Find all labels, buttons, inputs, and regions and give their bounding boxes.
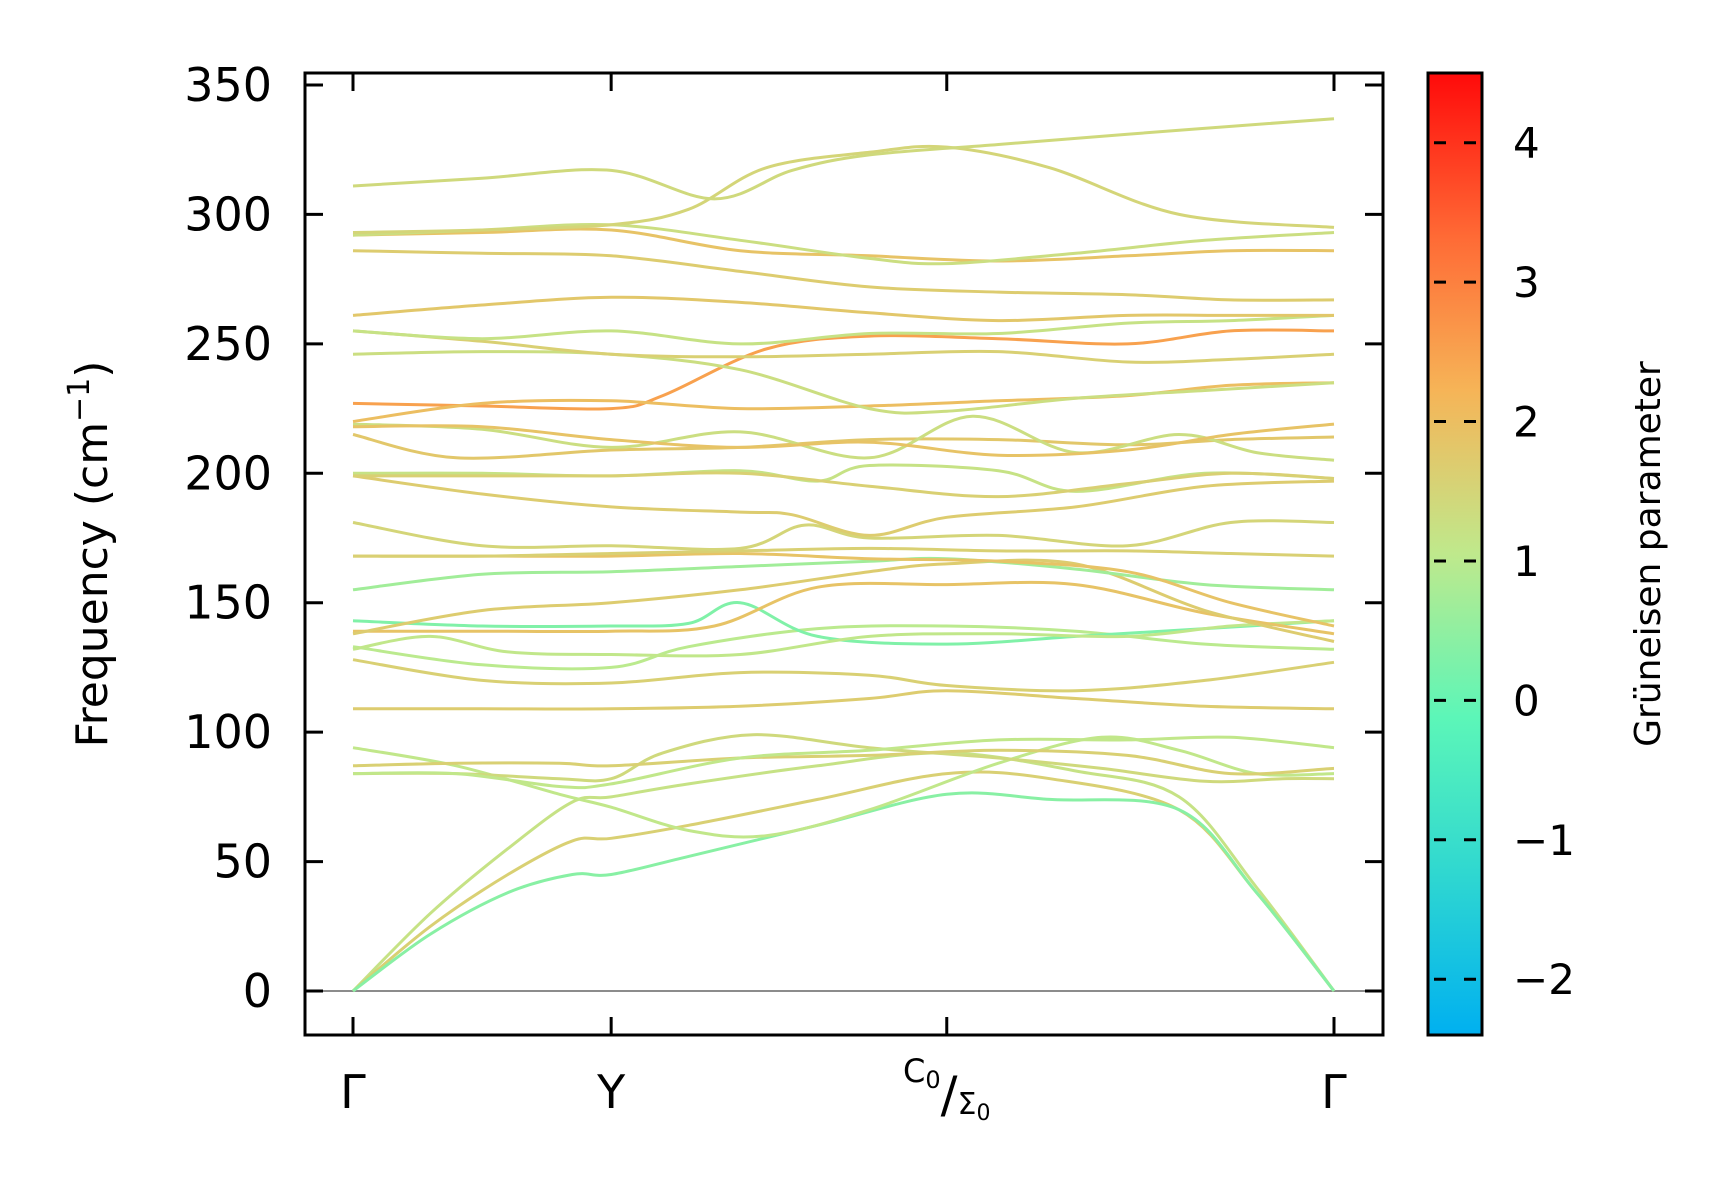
colorbar-frame xyxy=(1426,71,1484,1037)
colorbar-tick-label: 2 xyxy=(1513,398,1540,447)
phonon-band-21 xyxy=(352,471,1335,499)
colorbar-tick-label: 1 xyxy=(1513,537,1540,586)
y-tick-label: 350 xyxy=(184,58,272,112)
phonon-bands xyxy=(351,117,1336,993)
phonon-band-26 xyxy=(352,381,1335,423)
phonon-band-14 xyxy=(352,558,1335,643)
phonon-band-16 xyxy=(353,551,1335,628)
x-tick-label: Γ xyxy=(340,1065,366,1119)
y-tick-label: 150 xyxy=(184,576,272,630)
colorbar: −2 −1 0 1 2 3 4 Grüneisen parameter xyxy=(1426,71,1669,1037)
y-tick-label: 100 xyxy=(184,705,272,759)
phonon-band-11 xyxy=(352,601,1335,646)
phonon-band-25 xyxy=(352,328,1335,411)
phonon-band-27 xyxy=(352,350,1335,415)
x-tick-label: Y xyxy=(596,1065,626,1119)
phonon-band-12 xyxy=(352,619,1335,658)
y-tick-label: 200 xyxy=(184,446,272,500)
colorbar-tick-label: −1 xyxy=(1513,816,1575,865)
plot-area: 0 50 100 150 200 250 300 350 Γ Y C0/Σ0 Γ Frequency… xyxy=(62,58,1385,1126)
phonon-band-13 xyxy=(353,580,1335,636)
x-axis-ticks: Γ Y C0/Σ0 Γ xyxy=(340,73,1347,1126)
phonon-band-17 xyxy=(352,546,1335,558)
phonon-band-31 xyxy=(352,249,1335,302)
colorbar-title: Grüneisen parameter xyxy=(1628,361,1669,747)
phonon-band-18 xyxy=(352,519,1335,551)
plot-frame xyxy=(303,71,1385,1037)
y-tick-label: 50 xyxy=(213,835,272,889)
y-axis-ticks: 0 50 100 150 200 250 300 350 xyxy=(184,58,1383,1018)
phonon-band-1 xyxy=(351,751,1336,993)
y-tick-label: 300 xyxy=(184,187,272,241)
colorbar-tick-label: 0 xyxy=(1513,676,1540,725)
phonon-band-2 xyxy=(352,770,1336,993)
phonon-band-3 xyxy=(352,791,1336,993)
x-tick-label: C0/Σ0 xyxy=(903,1052,990,1126)
phonon-band-7 xyxy=(352,735,1335,790)
phonon-band-5 xyxy=(352,733,1335,784)
y-tick-label: 250 xyxy=(184,317,272,371)
phonon-band-23 xyxy=(352,414,1335,462)
x-tick-label: Γ xyxy=(1321,1065,1347,1119)
colorbar-gradient xyxy=(1428,73,1482,1035)
phonon-band-28 xyxy=(352,329,1335,364)
phonon-band-35 xyxy=(352,117,1335,201)
y-axis-unit-superscript: −1 xyxy=(62,378,97,422)
phonon-band-29 xyxy=(352,313,1335,346)
y-tick-label: 0 xyxy=(243,964,272,1018)
phonon-band-9 xyxy=(352,658,1335,693)
phonon-band-8 xyxy=(353,689,1335,711)
colorbar-tick-label: −2 xyxy=(1513,955,1575,1004)
phonon-band-32 xyxy=(352,227,1335,263)
phonon-band-19 xyxy=(352,474,1335,537)
phonon-band-6 xyxy=(352,748,1335,776)
phonon-band-15 xyxy=(352,556,1335,592)
phonon-band-34 xyxy=(352,144,1335,234)
colorbar-ticks: −2 −1 0 1 2 3 4 xyxy=(1428,119,1575,1004)
phonon-band-10 xyxy=(352,624,1335,671)
colorbar-tick-label: 4 xyxy=(1513,119,1540,168)
phonon-band-24 xyxy=(352,422,1335,458)
phonon-band-4 xyxy=(352,735,1335,839)
y-axis-title: Frequency (cm−1) xyxy=(62,361,118,748)
phonon-band-30 xyxy=(352,295,1334,323)
colorbar-tick-label: 3 xyxy=(1513,258,1540,307)
